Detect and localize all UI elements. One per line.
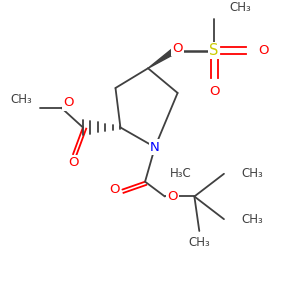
Text: O: O <box>259 44 269 57</box>
Text: H₃C: H₃C <box>170 167 191 180</box>
Text: S: S <box>209 43 219 58</box>
Text: CH₃: CH₃ <box>229 1 250 13</box>
Text: CH₃: CH₃ <box>188 236 210 249</box>
Text: O: O <box>209 85 219 98</box>
Text: O: O <box>63 96 74 109</box>
Text: O: O <box>68 156 78 170</box>
Text: CH₃: CH₃ <box>10 93 32 106</box>
Text: N: N <box>150 141 160 154</box>
Text: O: O <box>172 42 183 55</box>
Text: O: O <box>167 190 178 203</box>
Text: CH₃: CH₃ <box>242 167 263 180</box>
Polygon shape <box>148 48 176 68</box>
Text: O: O <box>109 183 120 196</box>
Text: CH₃: CH₃ <box>242 213 263 226</box>
